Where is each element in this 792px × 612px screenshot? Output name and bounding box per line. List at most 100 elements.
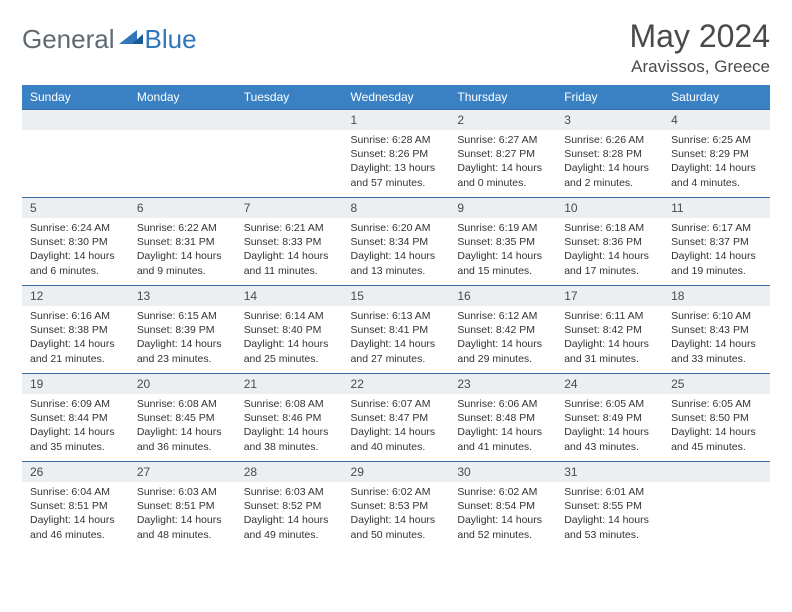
day-number: 24	[556, 374, 663, 394]
calendar-cell: 27Sunrise: 6:03 AMSunset: 8:51 PMDayligh…	[129, 462, 236, 550]
calendar-cell: 3Sunrise: 6:26 AMSunset: 8:28 PMDaylight…	[556, 110, 663, 198]
day-number-empty	[236, 110, 343, 130]
day-number: 21	[236, 374, 343, 394]
day-number: 15	[343, 286, 450, 306]
calendar-cell: 20Sunrise: 6:08 AMSunset: 8:45 PMDayligh…	[129, 374, 236, 462]
calendar-cell: 22Sunrise: 6:07 AMSunset: 8:47 PMDayligh…	[343, 374, 450, 462]
day-number: 11	[663, 198, 770, 218]
day-details: Sunrise: 6:19 AMSunset: 8:35 PMDaylight:…	[449, 218, 556, 282]
day-details: Sunrise: 6:25 AMSunset: 8:29 PMDaylight:…	[663, 130, 770, 194]
day-details: Sunrise: 6:28 AMSunset: 8:26 PMDaylight:…	[343, 130, 450, 194]
day-number: 8	[343, 198, 450, 218]
calendar-cell: 8Sunrise: 6:20 AMSunset: 8:34 PMDaylight…	[343, 198, 450, 286]
weekday-header: Monday	[129, 85, 236, 110]
brand-part2: Blue	[145, 24, 197, 55]
calendar-cell: 5Sunrise: 6:24 AMSunset: 8:30 PMDaylight…	[22, 198, 129, 286]
calendar-cell	[236, 110, 343, 198]
calendar-cell: 21Sunrise: 6:08 AMSunset: 8:46 PMDayligh…	[236, 374, 343, 462]
weekday-header: Wednesday	[343, 85, 450, 110]
day-details: Sunrise: 6:08 AMSunset: 8:45 PMDaylight:…	[129, 394, 236, 458]
brand-logo: General Blue	[22, 24, 197, 55]
day-details: Sunrise: 6:10 AMSunset: 8:43 PMDaylight:…	[663, 306, 770, 370]
day-number: 18	[663, 286, 770, 306]
day-number: 31	[556, 462, 663, 482]
weekday-row: SundayMondayTuesdayWednesdayThursdayFrid…	[22, 85, 770, 110]
calendar-cell: 26Sunrise: 6:04 AMSunset: 8:51 PMDayligh…	[22, 462, 129, 550]
day-details: Sunrise: 6:22 AMSunset: 8:31 PMDaylight:…	[129, 218, 236, 282]
calendar-row: 5Sunrise: 6:24 AMSunset: 8:30 PMDaylight…	[22, 198, 770, 286]
calendar-cell: 15Sunrise: 6:13 AMSunset: 8:41 PMDayligh…	[343, 286, 450, 374]
calendar-cell: 12Sunrise: 6:16 AMSunset: 8:38 PMDayligh…	[22, 286, 129, 374]
calendar-cell: 31Sunrise: 6:01 AMSunset: 8:55 PMDayligh…	[556, 462, 663, 550]
month-title: May 2024	[629, 18, 770, 55]
day-number: 17	[556, 286, 663, 306]
day-number: 19	[22, 374, 129, 394]
location-label: Aravissos, Greece	[629, 57, 770, 77]
calendar-cell: 23Sunrise: 6:06 AMSunset: 8:48 PMDayligh…	[449, 374, 556, 462]
day-number: 3	[556, 110, 663, 130]
day-number: 5	[22, 198, 129, 218]
day-number: 12	[22, 286, 129, 306]
day-number: 4	[663, 110, 770, 130]
day-details: Sunrise: 6:17 AMSunset: 8:37 PMDaylight:…	[663, 218, 770, 282]
day-number-empty	[663, 462, 770, 482]
day-details: Sunrise: 6:05 AMSunset: 8:49 PMDaylight:…	[556, 394, 663, 458]
day-number: 29	[343, 462, 450, 482]
day-details: Sunrise: 6:03 AMSunset: 8:52 PMDaylight:…	[236, 482, 343, 546]
day-details: Sunrise: 6:11 AMSunset: 8:42 PMDaylight:…	[556, 306, 663, 370]
day-details: Sunrise: 6:02 AMSunset: 8:54 PMDaylight:…	[449, 482, 556, 546]
day-details: Sunrise: 6:04 AMSunset: 8:51 PMDaylight:…	[22, 482, 129, 546]
day-number: 14	[236, 286, 343, 306]
day-number: 2	[449, 110, 556, 130]
day-details: Sunrise: 6:03 AMSunset: 8:51 PMDaylight:…	[129, 482, 236, 546]
day-number: 10	[556, 198, 663, 218]
day-details: Sunrise: 6:12 AMSunset: 8:42 PMDaylight:…	[449, 306, 556, 370]
calendar-cell: 1Sunrise: 6:28 AMSunset: 8:26 PMDaylight…	[343, 110, 450, 198]
day-number: 20	[129, 374, 236, 394]
calendar-cell: 29Sunrise: 6:02 AMSunset: 8:53 PMDayligh…	[343, 462, 450, 550]
day-details: Sunrise: 6:08 AMSunset: 8:46 PMDaylight:…	[236, 394, 343, 458]
calendar-cell: 4Sunrise: 6:25 AMSunset: 8:29 PMDaylight…	[663, 110, 770, 198]
calendar-row: 19Sunrise: 6:09 AMSunset: 8:44 PMDayligh…	[22, 374, 770, 462]
calendar-cell: 10Sunrise: 6:18 AMSunset: 8:36 PMDayligh…	[556, 198, 663, 286]
day-details: Sunrise: 6:16 AMSunset: 8:38 PMDaylight:…	[22, 306, 129, 370]
day-number: 9	[449, 198, 556, 218]
day-number: 13	[129, 286, 236, 306]
weekday-header: Friday	[556, 85, 663, 110]
calendar-cell: 28Sunrise: 6:03 AMSunset: 8:52 PMDayligh…	[236, 462, 343, 550]
calendar-cell	[22, 110, 129, 198]
day-details: Sunrise: 6:27 AMSunset: 8:27 PMDaylight:…	[449, 130, 556, 194]
day-number: 30	[449, 462, 556, 482]
calendar-row: 12Sunrise: 6:16 AMSunset: 8:38 PMDayligh…	[22, 286, 770, 374]
day-number: 25	[663, 374, 770, 394]
calendar-cell: 13Sunrise: 6:15 AMSunset: 8:39 PMDayligh…	[129, 286, 236, 374]
day-number-empty	[129, 110, 236, 130]
day-details: Sunrise: 6:21 AMSunset: 8:33 PMDaylight:…	[236, 218, 343, 282]
calendar-cell: 6Sunrise: 6:22 AMSunset: 8:31 PMDaylight…	[129, 198, 236, 286]
day-number: 7	[236, 198, 343, 218]
day-details: Sunrise: 6:18 AMSunset: 8:36 PMDaylight:…	[556, 218, 663, 282]
calendar-body: 1Sunrise: 6:28 AMSunset: 8:26 PMDaylight…	[22, 110, 770, 550]
day-details: Sunrise: 6:01 AMSunset: 8:55 PMDaylight:…	[556, 482, 663, 546]
day-details: Sunrise: 6:07 AMSunset: 8:47 PMDaylight:…	[343, 394, 450, 458]
calendar-row: 1Sunrise: 6:28 AMSunset: 8:26 PMDaylight…	[22, 110, 770, 198]
day-details: Sunrise: 6:06 AMSunset: 8:48 PMDaylight:…	[449, 394, 556, 458]
calendar-cell: 7Sunrise: 6:21 AMSunset: 8:33 PMDaylight…	[236, 198, 343, 286]
calendar-cell: 16Sunrise: 6:12 AMSunset: 8:42 PMDayligh…	[449, 286, 556, 374]
day-number: 27	[129, 462, 236, 482]
calendar-row: 26Sunrise: 6:04 AMSunset: 8:51 PMDayligh…	[22, 462, 770, 550]
brand-part1: General	[22, 24, 115, 55]
title-block: May 2024 Aravissos, Greece	[629, 18, 770, 77]
brand-triangle-icon	[119, 28, 143, 51]
day-number: 26	[22, 462, 129, 482]
calendar-cell: 30Sunrise: 6:02 AMSunset: 8:54 PMDayligh…	[449, 462, 556, 550]
header: General Blue May 2024 Aravissos, Greece	[22, 18, 770, 77]
day-details: Sunrise: 6:09 AMSunset: 8:44 PMDaylight:…	[22, 394, 129, 458]
day-number: 6	[129, 198, 236, 218]
day-number: 22	[343, 374, 450, 394]
calendar-cell	[663, 462, 770, 550]
day-number: 1	[343, 110, 450, 130]
day-number: 23	[449, 374, 556, 394]
weekday-header: Thursday	[449, 85, 556, 110]
day-details: Sunrise: 6:24 AMSunset: 8:30 PMDaylight:…	[22, 218, 129, 282]
